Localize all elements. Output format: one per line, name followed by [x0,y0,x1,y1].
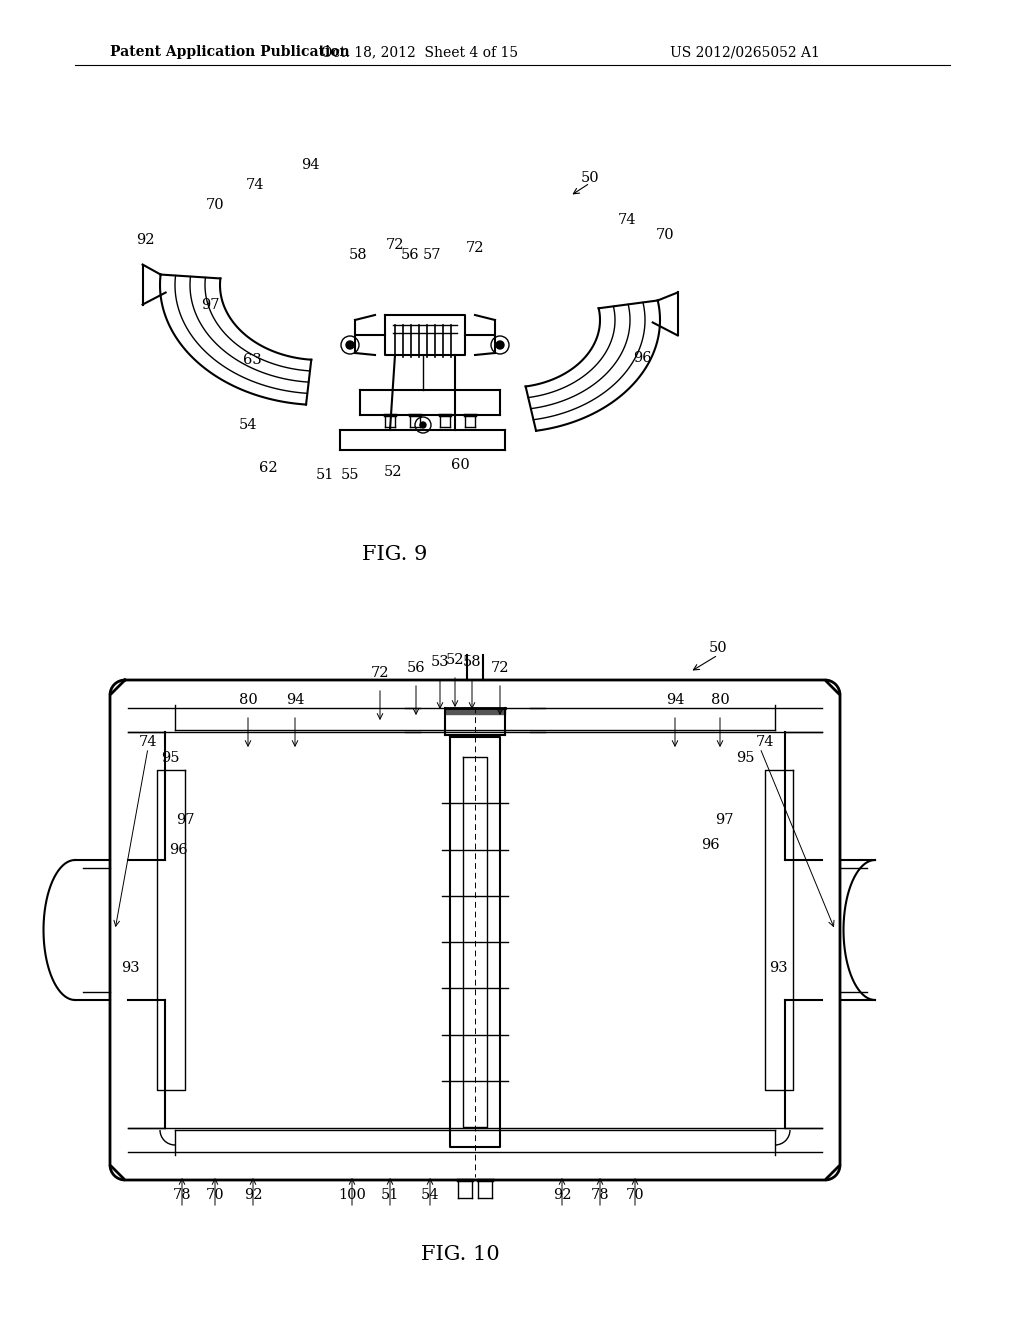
Text: 96: 96 [169,843,187,857]
Text: 58: 58 [463,655,481,669]
Text: US 2012/0265052 A1: US 2012/0265052 A1 [670,45,820,59]
Text: 94: 94 [301,158,319,172]
Text: 70: 70 [626,1188,644,1203]
Text: 92: 92 [136,234,155,247]
Text: 57: 57 [423,248,441,261]
Text: Oct. 18, 2012  Sheet 4 of 15: Oct. 18, 2012 Sheet 4 of 15 [322,45,518,59]
Text: 56: 56 [400,248,419,261]
Text: 50: 50 [709,642,727,655]
Text: 52: 52 [445,653,464,667]
Text: 74: 74 [756,735,774,748]
Text: 97: 97 [201,298,219,312]
Text: Patent Application Publication: Patent Application Publication [110,45,349,59]
Text: 96: 96 [633,351,651,366]
Text: 80: 80 [239,693,257,708]
Text: 70: 70 [206,1188,224,1203]
Text: 72: 72 [490,661,509,675]
Text: 74: 74 [246,178,264,191]
Text: 97: 97 [176,813,195,828]
Text: 80: 80 [711,693,729,708]
Text: 63: 63 [243,352,261,367]
Text: 78: 78 [173,1188,191,1203]
Text: 100: 100 [338,1188,366,1203]
Text: 95: 95 [161,751,179,766]
Text: FIG. 9: FIG. 9 [362,545,428,565]
Text: 53: 53 [431,655,450,669]
Text: 55: 55 [341,469,359,482]
Text: 72: 72 [371,667,389,680]
Text: 92: 92 [244,1188,262,1203]
Text: 51: 51 [381,1188,399,1203]
Text: 74: 74 [617,213,636,227]
Text: 70: 70 [655,228,675,242]
Text: 60: 60 [451,458,469,473]
Text: 72: 72 [386,238,404,252]
Text: 97: 97 [715,813,733,828]
Text: 93: 93 [121,961,139,975]
Text: 92: 92 [553,1188,571,1203]
Text: FIG. 10: FIG. 10 [421,1246,500,1265]
Text: 94: 94 [666,693,684,708]
Text: 72: 72 [466,242,484,255]
Circle shape [420,422,426,428]
Text: 52: 52 [384,465,402,479]
Text: 54: 54 [239,418,257,432]
Polygon shape [445,708,505,714]
Text: 56: 56 [407,661,425,675]
Text: 93: 93 [769,961,787,975]
Text: 50: 50 [581,172,599,185]
Text: 62: 62 [259,461,278,475]
Circle shape [496,341,504,348]
Text: 74: 74 [138,735,158,748]
Text: 78: 78 [591,1188,609,1203]
Text: 96: 96 [700,838,719,851]
Text: 54: 54 [421,1188,439,1203]
Text: 51: 51 [315,469,334,482]
Text: 95: 95 [736,751,755,766]
Circle shape [346,341,354,348]
Text: 58: 58 [349,248,368,261]
Text: 70: 70 [206,198,224,213]
Text: 94: 94 [286,693,304,708]
